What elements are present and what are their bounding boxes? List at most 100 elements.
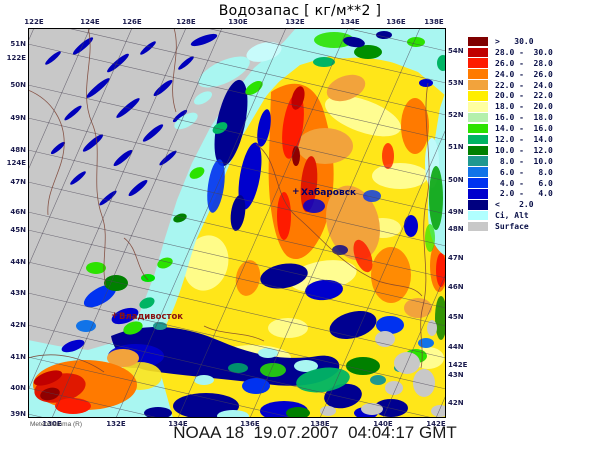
axis-tick-label: 54N [448,47,464,55]
legend-label: > 30.0 [495,36,534,46]
axis-tick-label: 124E [6,159,26,167]
axis-tick-label: 48N [448,225,464,233]
axis-tick-label: 49N [448,208,464,216]
axis-tick-label: 51N [10,40,26,48]
axis-tick-label: 47N [10,178,26,186]
legend-label: 24.0 - 26.0 [495,69,553,79]
city-label-khabarovsk: + Хабаровск [292,187,356,198]
page-title: Водозапас [ кг/м**2 ] [218,3,382,19]
legend-swatch [468,80,488,90]
legend-row: 24.0 - 26.0 [468,69,553,80]
axis-tick-label: 53N [448,79,464,87]
axis-tick-label: 130E [228,18,248,26]
legend-label: 10.0 - 12.0 [495,145,553,155]
axis-tick-label: 43N [448,371,464,379]
legend-label: Surface [495,222,529,232]
legend-label: 20.0 - 22.0 [495,91,553,101]
axis-tick-label: 50N [10,81,26,89]
legend-label: Ci, Alt [495,211,529,221]
axis-tick-label: 46N [448,283,464,291]
legend-swatch [468,69,488,79]
axis-tick-label: 48N [10,146,26,154]
legend-label: 16.0 - 18.0 [495,113,553,123]
axis-tick-label: 45N [448,313,464,321]
map-border [28,28,446,418]
legend-row: 4.0 - 6.0 [468,178,553,189]
axis-tick-label: 132E [285,18,305,26]
legend-row: 6.0 - 8.0 [468,167,553,178]
axis-tick-label: 46N [10,208,26,216]
legend-label: 4.0 - 6.0 [495,178,553,188]
legend-swatch [468,36,488,47]
axis-tick-label: 134E [340,18,360,26]
axis-tick-label: 132E [106,420,126,428]
legend-row: 18.0 - 20.0 [468,101,553,112]
legend-swatch [468,123,488,134]
graticule [28,28,446,418]
axis-tick-label: 39N [10,410,26,418]
axis-tick-label: 44N [10,258,26,266]
axis-tick-label: 136E [386,18,406,26]
legend-label: 2.0 - 4.0 [495,189,553,199]
axis-tick-label: 126E [122,18,142,26]
legend-row: Surface [468,221,553,232]
legend-swatch [468,178,488,188]
legend-swatch [468,47,488,58]
axis-tick-label: 44N [448,343,464,351]
map-frame: + Хабаровск + Владивосток [28,28,446,418]
axis-tick-label: 130E [42,420,62,428]
water-content-field [28,28,446,418]
legend-swatch [468,210,488,221]
legend-row: 10.0 - 12.0 [468,145,553,156]
axis-tick-label: 51N [448,143,464,151]
city-label-vladivostok: + Владивосток [111,311,183,322]
legend-label: 18.0 - 20.0 [495,102,553,112]
satellite-timestamp-line: NOAA 18 19.07.2007 04:04:17 GMT [173,423,457,442]
legend-row: < 2.0 [468,199,553,210]
axis-tick-label: 45N [10,226,26,234]
legend-row: > 30.0 [468,36,553,47]
legend-label: 28.0 - 30.0 [495,47,553,57]
map-image: + Хабаровск + Владивосток [28,28,446,418]
legend-swatch [468,91,488,101]
legend-row: 16.0 - 18.0 [468,112,553,123]
city-label: Хабаровск [301,187,356,198]
axis-tick-label: 41N [10,353,26,361]
legend-row: 28.0 - 30.0 [468,47,553,58]
legend-swatch [468,112,488,123]
axis-tick-label: 50N [448,176,464,184]
legend-label: 14.0 - 16.0 [495,124,553,134]
axis-tick-label: 43N [10,289,26,297]
axis-tick-label: 134E [168,420,188,428]
legend-swatch [468,167,488,177]
city-label: Владивосток [119,312,183,322]
legend-label: < 2.0 [495,200,534,210]
axis-tick-label: 49N [10,114,26,122]
city-marker-icon: + [292,187,300,197]
axis-tick-label: 122E [24,18,44,26]
legend-row: 26.0 - 28.0 [468,58,553,69]
legend-row: 14.0 - 16.0 [468,123,553,134]
legend-row: Ci, Alt [468,210,553,221]
legend-swatch [468,189,488,199]
axis-tick-label: 142E [426,420,446,428]
axis-tick-label: 40N [10,384,26,392]
axis-tick-label: 138E [310,420,330,428]
watermark: MeteoGamma (R) [30,421,83,428]
legend-swatch [468,221,488,232]
legend-label: 12.0 - 14.0 [495,134,553,144]
coastlines [28,28,430,373]
legend-swatch [468,58,488,68]
axis-tick-label: 42N [10,321,26,329]
legend-label: 22.0 - 24.0 [495,80,553,90]
axis-tick-label: 128E [176,18,196,26]
legend-swatch [468,134,488,145]
legend-swatch [468,145,488,156]
legend-swatch [468,156,488,166]
axis-tick-label: 122E [6,54,26,62]
legend-row: 8.0 - 10.0 [468,156,553,167]
axis-tick-label: 124E [80,18,100,26]
legend-swatch [468,102,488,112]
legend-row: 12.0 - 14.0 [468,134,553,145]
